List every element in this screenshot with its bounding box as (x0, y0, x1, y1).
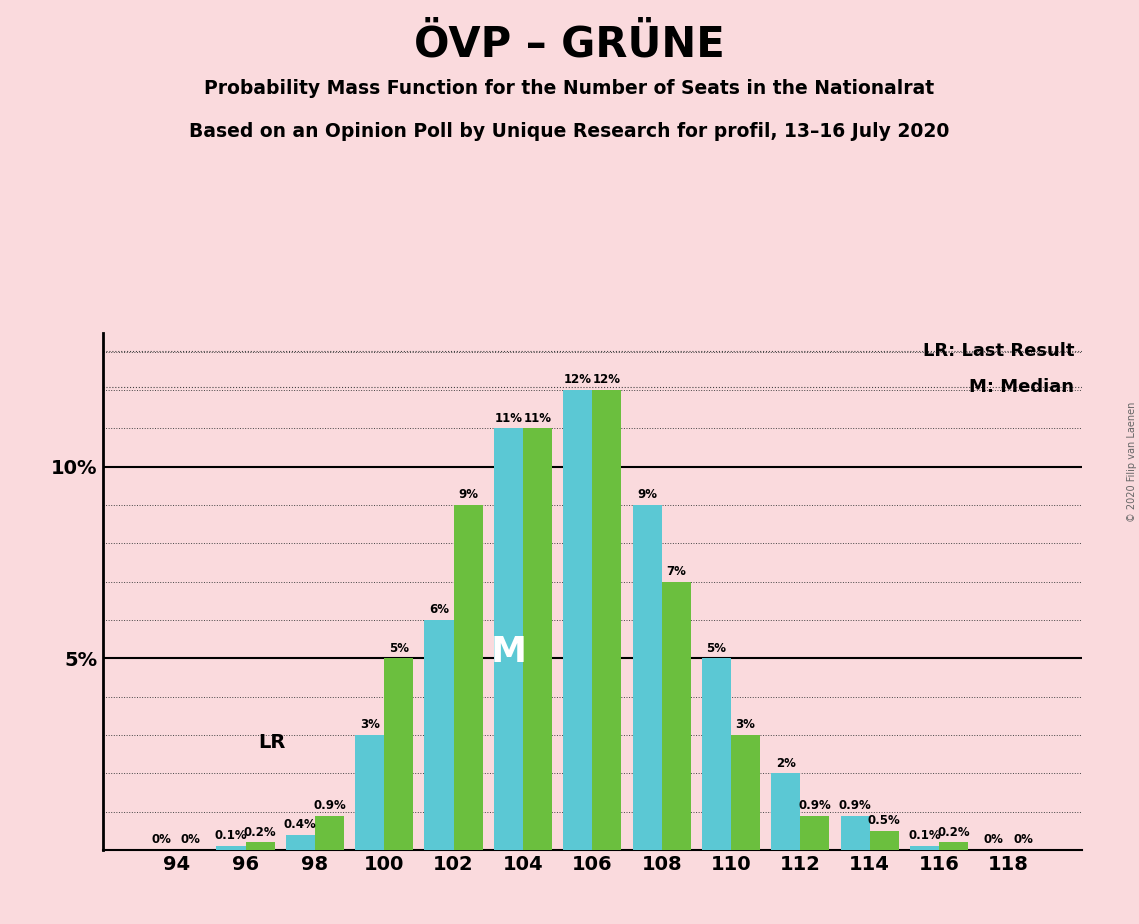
Text: 0.1%: 0.1% (214, 830, 247, 843)
Bar (314, 816, 344, 850)
Bar (592, 390, 622, 850)
Bar (246, 843, 274, 850)
Text: © 2020 Filip van Laenen: © 2020 Filip van Laenen (1126, 402, 1137, 522)
Text: 0%: 0% (984, 833, 1003, 846)
Text: 2%: 2% (776, 757, 796, 770)
Text: 0.1%: 0.1% (908, 830, 941, 843)
Text: 0.9%: 0.9% (313, 798, 346, 812)
Text: 6%: 6% (429, 603, 449, 616)
Text: M: M (491, 635, 526, 669)
Bar (662, 582, 690, 850)
Text: LR: LR (259, 734, 286, 752)
Bar (425, 620, 453, 850)
Bar (453, 505, 483, 850)
Text: 11%: 11% (524, 411, 551, 425)
Text: 5%: 5% (388, 641, 409, 654)
Bar (910, 846, 939, 850)
Text: 9%: 9% (458, 488, 478, 502)
Text: 11%: 11% (494, 411, 523, 425)
Text: Based on an Opinion Poll by Unique Research for profil, 13–16 July 2020: Based on an Opinion Poll by Unique Resea… (189, 122, 950, 141)
Bar (523, 429, 552, 850)
Bar (632, 505, 662, 850)
Text: 0%: 0% (1013, 833, 1033, 846)
Text: M: Median: M: Median (969, 378, 1074, 396)
Bar (494, 429, 523, 850)
Text: 0.5%: 0.5% (868, 814, 901, 827)
Text: LR: Last Result: LR: Last Result (923, 342, 1074, 359)
Bar (216, 846, 246, 850)
Text: 0.9%: 0.9% (798, 798, 831, 812)
Bar (939, 843, 968, 850)
Text: 7%: 7% (666, 565, 686, 578)
Bar (563, 390, 592, 850)
Bar (870, 831, 899, 850)
Text: 0.2%: 0.2% (244, 825, 277, 839)
Text: 0.4%: 0.4% (284, 818, 317, 831)
Text: ÖVP – GRÜNE: ÖVP – GRÜNE (415, 23, 724, 65)
Text: 0.2%: 0.2% (937, 825, 970, 839)
Bar (384, 659, 413, 850)
Bar (801, 816, 829, 850)
Text: 3%: 3% (360, 718, 379, 731)
Text: 5%: 5% (706, 641, 727, 654)
Bar (355, 736, 384, 850)
Text: 0.9%: 0.9% (838, 798, 871, 812)
Bar (731, 736, 760, 850)
Text: 3%: 3% (736, 718, 755, 731)
Bar (841, 816, 870, 850)
Bar (702, 659, 731, 850)
Text: Probability Mass Function for the Number of Seats in the Nationalrat: Probability Mass Function for the Number… (204, 79, 935, 98)
Bar (771, 773, 801, 850)
Bar (286, 834, 314, 850)
Text: 12%: 12% (592, 373, 621, 386)
Text: 9%: 9% (637, 488, 657, 502)
Text: 12%: 12% (564, 373, 592, 386)
Text: 0%: 0% (151, 833, 172, 846)
Text: 0%: 0% (181, 833, 200, 846)
